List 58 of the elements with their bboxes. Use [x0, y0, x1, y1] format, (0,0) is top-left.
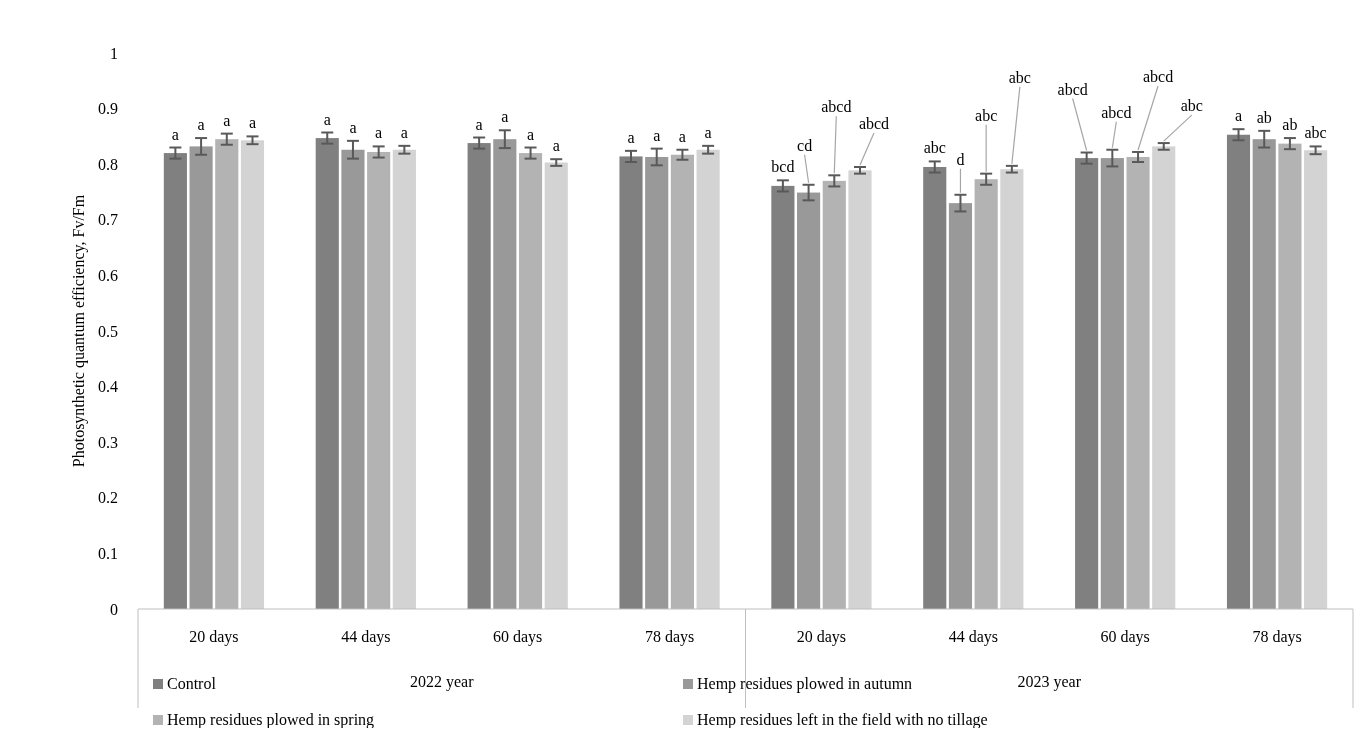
- data-label: a: [552, 137, 560, 155]
- data-label: a: [475, 115, 483, 133]
- data-label: a: [653, 126, 661, 144]
- data-label: a: [501, 108, 509, 126]
- data-label: abc: [975, 106, 998, 124]
- y-tick-label: 0.1: [98, 545, 118, 562]
- y-tick-label: 0: [110, 600, 118, 618]
- x-tick-label: 78 days: [1252, 628, 1302, 646]
- data-label: bcd: [771, 158, 795, 176]
- data-label: a: [375, 124, 383, 142]
- data-label: a: [1234, 107, 1243, 125]
- y-tick-label: 0.5: [98, 322, 118, 340]
- data-label: a: [627, 128, 635, 146]
- text: 2023 year: [1017, 673, 1082, 691]
- data-label: a: [526, 125, 535, 143]
- data-label: a: [400, 123, 408, 141]
- y-axis-title: Photosynthetic quantum efficiency, Fv/Fm: [70, 194, 88, 468]
- x-tick-label: 78 days: [644, 628, 695, 646]
- legend-label: Hemp residues left in the field with no tillage: [697, 711, 988, 729]
- x-tick-label: 20 days: [796, 628, 847, 646]
- data-label: a: [197, 116, 205, 134]
- legend-label: Hemp residues plowed in spring: [167, 711, 375, 729]
- y-tick-label: 0.6: [98, 267, 118, 284]
- data-label: abc: [923, 139, 946, 157]
- x-tick-label: 44 days: [948, 628, 998, 646]
- y-tick-label: 1: [110, 44, 118, 62]
- data-label: abcd: [821, 98, 852, 116]
- x-tick-label: 20 days: [189, 628, 239, 646]
- y-tick-label: 0.9: [98, 100, 118, 118]
- data-label: a: [678, 127, 686, 145]
- data-label: ab: [1282, 116, 1298, 134]
- data-label: abcd: [1101, 103, 1132, 121]
- y-tick-label: 0.4: [98, 378, 118, 396]
- x-tick-label: 44 days: [341, 628, 391, 646]
- x-tick-label: 60 days: [493, 628, 543, 646]
- legend-label: Control: [167, 675, 217, 692]
- data-label: d: [956, 150, 965, 168]
- data-label: a: [248, 114, 257, 132]
- x-tick-label: 60 days: [1100, 628, 1150, 646]
- legend-label: Hemp residues plowed in autumn: [697, 675, 913, 693]
- y-tick-label: 0.3: [98, 433, 118, 451]
- data-label: a: [704, 123, 712, 141]
- data-label: abcd: [858, 114, 890, 132]
- data-label: cd: [797, 136, 813, 154]
- data-label: abcd: [1142, 67, 1174, 85]
- data-label: a: [223, 111, 231, 129]
- data-label: abc: [1008, 68, 1031, 86]
- data-label: abc: [1304, 124, 1327, 142]
- text: 2022 year: [409, 673, 475, 691]
- data-label: abc: [1180, 97, 1203, 115]
- y-tick-label: 0.7: [98, 211, 118, 229]
- data-label: a: [349, 118, 357, 136]
- data-label: abcd: [1057, 80, 1088, 98]
- y-tick-label: 0.8: [98, 155, 118, 173]
- y-tick-label: 0.2: [98, 489, 118, 507]
- data-label: a: [323, 110, 331, 128]
- data-label: ab: [1256, 108, 1272, 126]
- data-label: a: [171, 125, 179, 143]
